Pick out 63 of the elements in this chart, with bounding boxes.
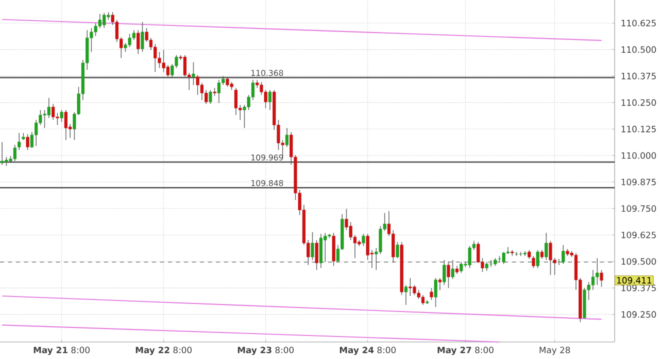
candlestick xyxy=(430,288,434,300)
candlestick xyxy=(18,132,21,150)
ref-line-label: 109.969 xyxy=(251,154,284,160)
candlestick xyxy=(523,250,527,256)
x-tick-label: May 21 8:00 xyxy=(34,346,90,355)
candlestick xyxy=(591,270,595,290)
candlestick xyxy=(26,134,30,150)
y-tick-label: 109.500 xyxy=(622,258,656,265)
candlestick xyxy=(310,232,314,260)
candlestick xyxy=(47,98,50,118)
y-tick-label: 109.875 xyxy=(622,178,656,186)
candlestick xyxy=(136,30,140,54)
candlestick xyxy=(421,294,425,306)
text: 109.411 xyxy=(617,277,652,284)
ref-line-label: 110.368 xyxy=(251,70,284,76)
y-tick-label: 110.625 xyxy=(622,20,656,26)
candlestick xyxy=(514,252,518,256)
y-tick-label: 110.250 xyxy=(622,99,656,106)
ref-line-label: 109.848 xyxy=(251,180,284,186)
y-tick-label: 110.500 xyxy=(622,46,656,53)
candlestick xyxy=(52,104,55,120)
y-tick-label: 110.000 xyxy=(622,152,656,159)
candlestick xyxy=(460,262,463,274)
candlestick xyxy=(404,284,408,306)
candlestick xyxy=(489,260,493,268)
candlestick xyxy=(208,90,212,104)
candlestick xyxy=(600,270,604,288)
candlestick xyxy=(366,234,370,260)
candlestick xyxy=(502,252,506,264)
candlestick xyxy=(60,110,64,122)
candlestick xyxy=(451,260,454,280)
candlestick xyxy=(217,80,221,104)
candlestick xyxy=(285,128,289,148)
candlestick xyxy=(234,88,238,116)
candlestick xyxy=(396,242,400,258)
x-tick-label: May 27 8:00 xyxy=(438,346,494,355)
x-tick-label: May 22 8:00 xyxy=(136,346,192,355)
candlestick xyxy=(362,234,366,246)
candlestick xyxy=(544,232,548,260)
x-tick-label: May 23 8:00 xyxy=(238,346,294,355)
candlestick xyxy=(408,278,412,296)
candlestick xyxy=(446,262,450,288)
candlestick xyxy=(140,22,144,52)
candlestick xyxy=(315,240,318,270)
candlestick xyxy=(434,278,438,308)
candlestick xyxy=(438,278,442,290)
x-tick-label: May 28 xyxy=(540,346,570,355)
x-tick-label: May 24 8:00 xyxy=(340,346,396,355)
y-tick-label: 109.375 xyxy=(622,284,656,292)
candlestick xyxy=(412,284,416,296)
y-tick-label: 109.750 xyxy=(622,205,656,212)
candlestick xyxy=(532,256,536,268)
candlestick xyxy=(562,244,565,264)
candlestick xyxy=(536,250,540,268)
candlestick xyxy=(268,90,272,110)
y-tick-label: 110.125 xyxy=(622,126,656,132)
y-tick-label: 109.250 xyxy=(622,311,656,318)
candlestick xyxy=(442,260,446,286)
candlestick xyxy=(378,226,382,254)
y-tick-label: 109.625 xyxy=(622,232,656,238)
candlestick xyxy=(548,240,552,276)
candlestick xyxy=(596,258,599,286)
y-tick-label: 110.375 xyxy=(622,72,656,80)
